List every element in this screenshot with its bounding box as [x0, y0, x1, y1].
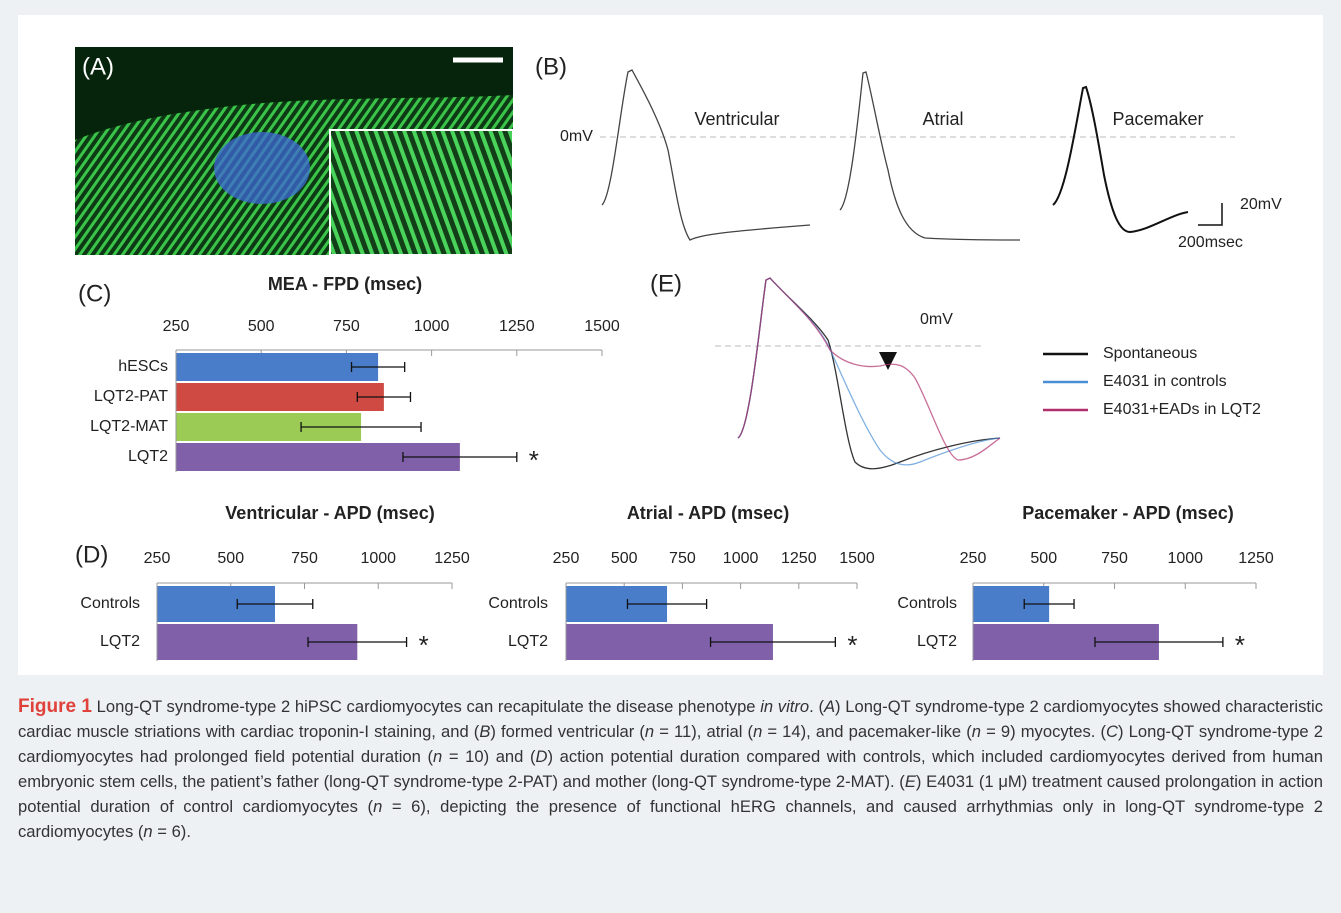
zero-label: 0mV [560, 128, 593, 145]
category-label: LQT2-MAT [90, 418, 168, 435]
caption-text: ) formed ventricular ( [490, 722, 645, 741]
legend-label: Spontaneous [1103, 345, 1197, 362]
caption-text: . ( [809, 697, 824, 716]
caption-text: Long-QT syndrome-type 2 hiPSC cardiomyoc… [92, 697, 760, 716]
x-tick-label: 500 [217, 550, 244, 567]
caption-text: D [536, 747, 548, 766]
caption-text: n [972, 722, 981, 741]
category-label: LQT2-PAT [94, 388, 168, 405]
chart-title: Ventricular - APD (msec) [225, 503, 434, 523]
category-label: Controls [897, 595, 957, 612]
x-tick-label: 250 [553, 550, 580, 567]
panel-label: (C) [78, 280, 111, 307]
x-tick-label: 500 [611, 550, 638, 567]
x-tick-label: 750 [669, 550, 696, 567]
category-label: Controls [80, 595, 140, 612]
category-label: hESCs [118, 358, 168, 375]
x-tick-label: 1250 [1238, 550, 1274, 567]
caption-text: = 11), atrial ( [654, 722, 753, 741]
scale-label: 200msec [1178, 234, 1243, 251]
chart-title: Atrial - APD (msec) [627, 503, 789, 523]
significance-mark: * [1235, 630, 1245, 660]
panel-label: (D) [75, 541, 108, 568]
figure: (A) (B) 0mV Ventricular Atrial Pacemaker… [0, 0, 1341, 690]
bar [176, 383, 384, 411]
chart-title: Pacemaker - APD (msec) [1022, 503, 1233, 523]
category-label: LQT2 [508, 633, 548, 650]
x-tick-label: 1000 [1167, 550, 1203, 567]
x-tick-label: 1250 [499, 318, 535, 335]
x-tick-label: 250 [144, 550, 171, 567]
x-tick-label: 1500 [584, 318, 620, 335]
scale-label: 20mV [1240, 196, 1282, 213]
caption: Figure 1 Long-QT syndrome-type 2 hiPSC c… [18, 694, 1323, 844]
category-label: LQT2 [128, 448, 168, 465]
caption-text: in vitro [760, 697, 809, 716]
significance-mark: * [847, 630, 857, 660]
x-tick-label: 250 [960, 550, 987, 567]
caption-text: n [433, 747, 442, 766]
caption-text: n [373, 797, 382, 816]
zero-label: 0mV [920, 311, 953, 328]
x-tick-label: 1000 [360, 550, 396, 567]
caption-text: = 14), and pacemaker-like ( [762, 722, 971, 741]
caption-text: E [905, 772, 916, 791]
legend-label: E4031+EADs in LQT2 [1103, 401, 1261, 418]
category-label: Controls [488, 595, 548, 612]
caption-text: B [479, 722, 490, 741]
category-label: LQT2 [100, 633, 140, 650]
significance-mark: * [529, 445, 539, 475]
trace-label: Pacemaker [1112, 109, 1203, 129]
x-tick-label: 1000 [723, 550, 759, 567]
caption-text: = 9) myocytes. ( [981, 722, 1106, 741]
caption-text: = 6). [153, 822, 191, 841]
trace-label: Atrial [922, 109, 963, 129]
significance-mark: * [419, 630, 429, 660]
x-tick-label: 1250 [434, 550, 470, 567]
panel-label: (E) [650, 270, 682, 297]
chart-title: MEA - FPD (msec) [268, 274, 422, 294]
caption-text: n [645, 722, 654, 741]
category-label: LQT2 [917, 633, 957, 650]
x-tick-label: 750 [333, 318, 360, 335]
figure-label: Figure 1 [18, 696, 92, 717]
x-tick-label: 1500 [839, 550, 875, 567]
x-tick-label: 750 [1101, 550, 1128, 567]
x-tick-label: 1000 [414, 318, 450, 335]
panel-label: (B) [535, 53, 567, 80]
x-tick-label: 500 [248, 318, 275, 335]
caption-text: = 10) and ( [442, 747, 535, 766]
bar [176, 353, 378, 381]
x-tick-label: 500 [1030, 550, 1057, 567]
caption-text: n [143, 822, 152, 841]
x-tick-label: 250 [163, 318, 190, 335]
caption-text: A [824, 697, 835, 716]
legend-label: E4031 in controls [1103, 373, 1227, 390]
caption-text: n [753, 722, 762, 741]
micrograph [75, 47, 513, 255]
x-tick-label: 1250 [781, 550, 817, 567]
panel-label: (A) [82, 53, 114, 80]
trace-label: Ventricular [694, 109, 779, 129]
x-tick-label: 750 [291, 550, 318, 567]
page: (A) (B) 0mV Ventricular Atrial Pacemaker… [0, 0, 1341, 913]
caption-text: C [1106, 722, 1118, 741]
